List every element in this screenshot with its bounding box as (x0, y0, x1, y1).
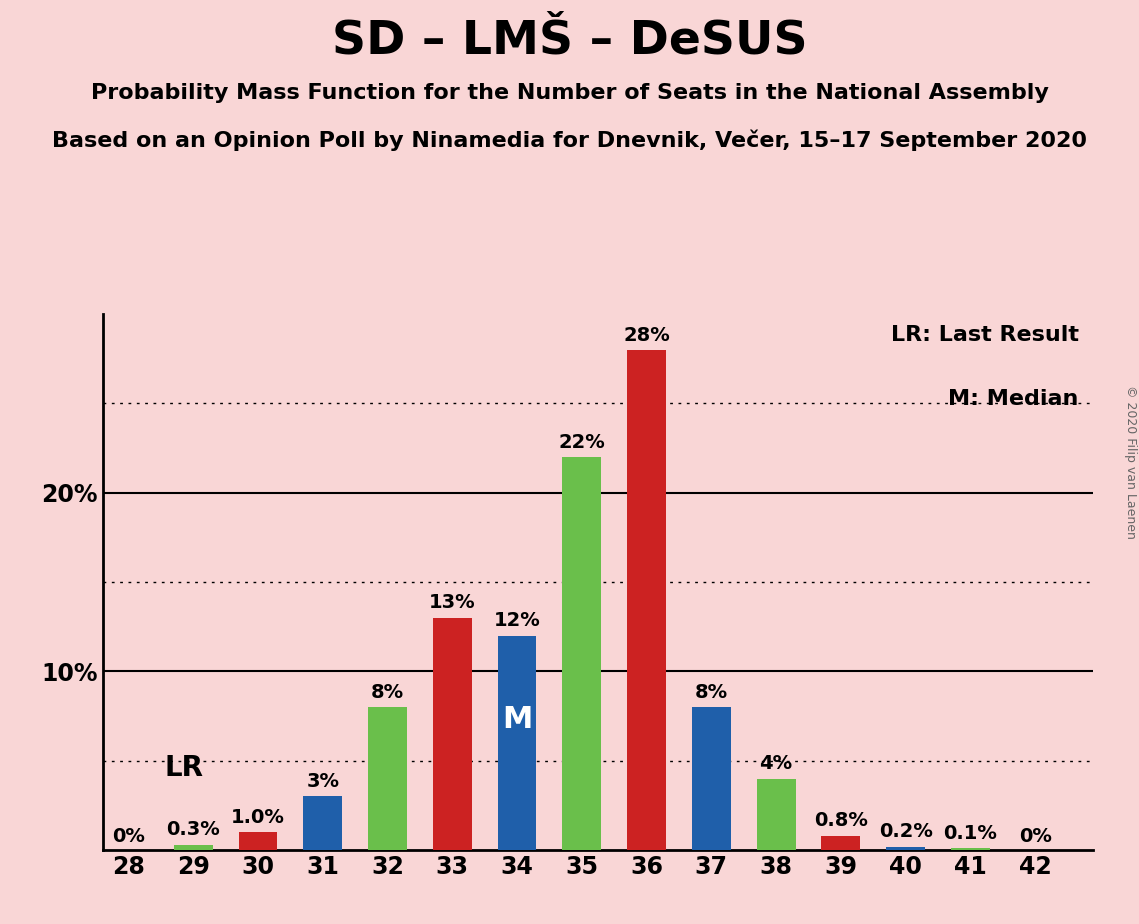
Text: 8%: 8% (371, 683, 404, 702)
Bar (821, 836, 860, 850)
Text: 22%: 22% (558, 432, 605, 452)
Text: 13%: 13% (429, 593, 476, 613)
Text: Probability Mass Function for the Number of Seats in the National Assembly: Probability Mass Function for the Number… (91, 83, 1048, 103)
Text: 12%: 12% (493, 612, 540, 630)
Bar (498, 636, 536, 850)
Bar (628, 350, 666, 850)
Text: 0.1%: 0.1% (943, 824, 998, 843)
Bar (756, 779, 795, 850)
Bar (886, 846, 925, 850)
Text: M: Median: M: Median (948, 389, 1079, 409)
Text: © 2020 Filip van Laenen: © 2020 Filip van Laenen (1124, 385, 1137, 539)
Text: Based on an Opinion Poll by Ninamedia for Dnevnik, Večer, 15–17 September 2020: Based on an Opinion Poll by Ninamedia fo… (52, 129, 1087, 151)
Text: 0.2%: 0.2% (878, 822, 933, 841)
Bar (303, 796, 342, 850)
Text: 8%: 8% (695, 683, 728, 702)
Bar (951, 848, 990, 850)
Text: M: M (502, 705, 532, 734)
Bar (174, 845, 213, 850)
Bar (238, 833, 278, 850)
Text: LR: LR (164, 754, 203, 783)
Text: 0%: 0% (1018, 827, 1051, 845)
Bar (368, 707, 407, 850)
Text: 1.0%: 1.0% (231, 808, 285, 827)
Bar (563, 457, 601, 850)
Text: 4%: 4% (760, 754, 793, 773)
Text: 0%: 0% (112, 827, 145, 845)
Bar (691, 707, 731, 850)
Bar (433, 618, 472, 850)
Text: 0.3%: 0.3% (166, 821, 220, 839)
Text: 3%: 3% (306, 772, 339, 791)
Text: 0.8%: 0.8% (814, 811, 868, 831)
Text: 28%: 28% (623, 325, 670, 345)
Text: SD – LMŠ – DeSUS: SD – LMŠ – DeSUS (331, 18, 808, 64)
Text: LR: Last Result: LR: Last Result (891, 325, 1079, 345)
